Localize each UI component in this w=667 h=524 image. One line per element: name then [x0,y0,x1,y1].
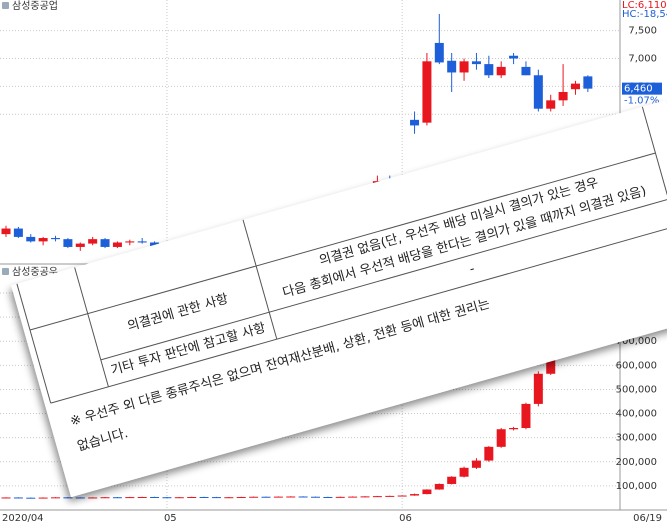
candle-body [187,496,197,498]
candle-body [88,497,98,499]
document-overlay: 의결권에 관한 사항 의결권 없음(단, 우선주 배당 미실시 결의가 있는 경… [11,100,667,498]
candle-body [112,242,122,247]
candle-body [521,403,531,429]
panel-icon [2,2,9,9]
candle-body [26,236,36,242]
y-tick-label: 400,000 [616,409,657,420]
candle-body [13,497,23,499]
x-tick-label: 2020/04 [2,513,44,524]
candle-body [434,483,444,490]
candle-body [13,228,23,237]
candle-body [546,100,556,109]
y-tick-label: 700,000 [616,336,657,347]
y-tick-label: 500,000 [616,384,657,395]
table-lines [16,106,667,404]
candle-body [447,60,457,73]
candle-body [459,467,469,477]
candle-body [323,496,333,498]
candle-body [521,66,531,76]
candle-body [360,496,370,498]
candle-body [410,119,420,126]
change-label: -1.07% [624,96,659,107]
x-tick-label: 06 [399,513,412,524]
candle-body [422,489,432,495]
x-tick-label: 05 [164,513,177,524]
panel-icon [2,268,9,275]
candle-body [533,373,543,404]
candle-body [236,496,246,498]
candle-body [75,497,85,499]
price-tag [622,82,662,95]
candle-body [199,496,209,498]
candle-body [422,61,432,123]
candle-body [484,64,494,76]
x-tick-label: 06/19 [633,513,662,524]
candle-body [88,239,98,244]
candle-body [112,497,122,499]
candle-body [496,66,506,76]
y-tick-label: 7,000 [628,54,657,65]
candle-body [459,61,469,73]
candle-body [570,83,580,90]
candle-body [125,241,135,243]
candle-body [150,496,160,498]
candle-body [38,497,48,499]
candle-body [51,238,61,240]
candle-body [249,496,259,498]
paper [11,100,667,498]
price-tag-label: 6,460 [624,84,653,95]
candle-body [558,91,568,101]
candle-body [273,496,283,498]
row-value: - [468,261,477,277]
high-label: HC:-18,54 [622,9,667,20]
y-tick-label: 200,000 [616,457,657,468]
candle-body [311,496,320,498]
candle-body [261,496,271,498]
candle-body [137,241,147,243]
candle-body [1,228,11,235]
candle-body [162,497,172,499]
candle-body [348,496,358,498]
candle-body [298,496,308,498]
candle-body [397,495,407,497]
candle-body [100,497,110,499]
candle-body [385,495,395,497]
candle-body [63,239,73,247]
candle-body [26,497,36,499]
candle-body [496,429,506,447]
candle-body [211,497,221,499]
y-tick-label: 300,000 [616,433,657,444]
candle-body [63,497,73,499]
candle-body [447,476,457,484]
candle-body [224,497,234,499]
panel-title: 삼성중공우 [12,266,58,278]
candle-body [75,243,85,247]
y-tick-label: 7,500 [628,26,657,37]
candle-body [51,497,61,499]
candle-body [434,42,444,63]
candle-body [174,497,184,499]
candle-body [100,239,110,247]
candle-body [38,238,48,242]
candle-body [137,496,147,498]
candle-body [533,75,543,109]
candle-body [484,446,494,461]
candle-body [286,496,296,498]
candle-body [335,496,345,498]
y-tick-label: 100,000 [616,481,657,492]
candle-body [125,497,135,499]
candle-body [583,76,593,89]
y-tick-label: 600,000 [616,360,657,371]
candle-body [471,61,481,65]
panel-title: 삼성중공업 [12,0,58,12]
candle-body [509,428,519,430]
candle-body [471,460,481,468]
candle-body [372,496,382,498]
candle-body [1,497,11,499]
candle-body [410,494,420,496]
low-label: LC:6,110 [622,0,667,11]
candle-body [509,55,519,59]
